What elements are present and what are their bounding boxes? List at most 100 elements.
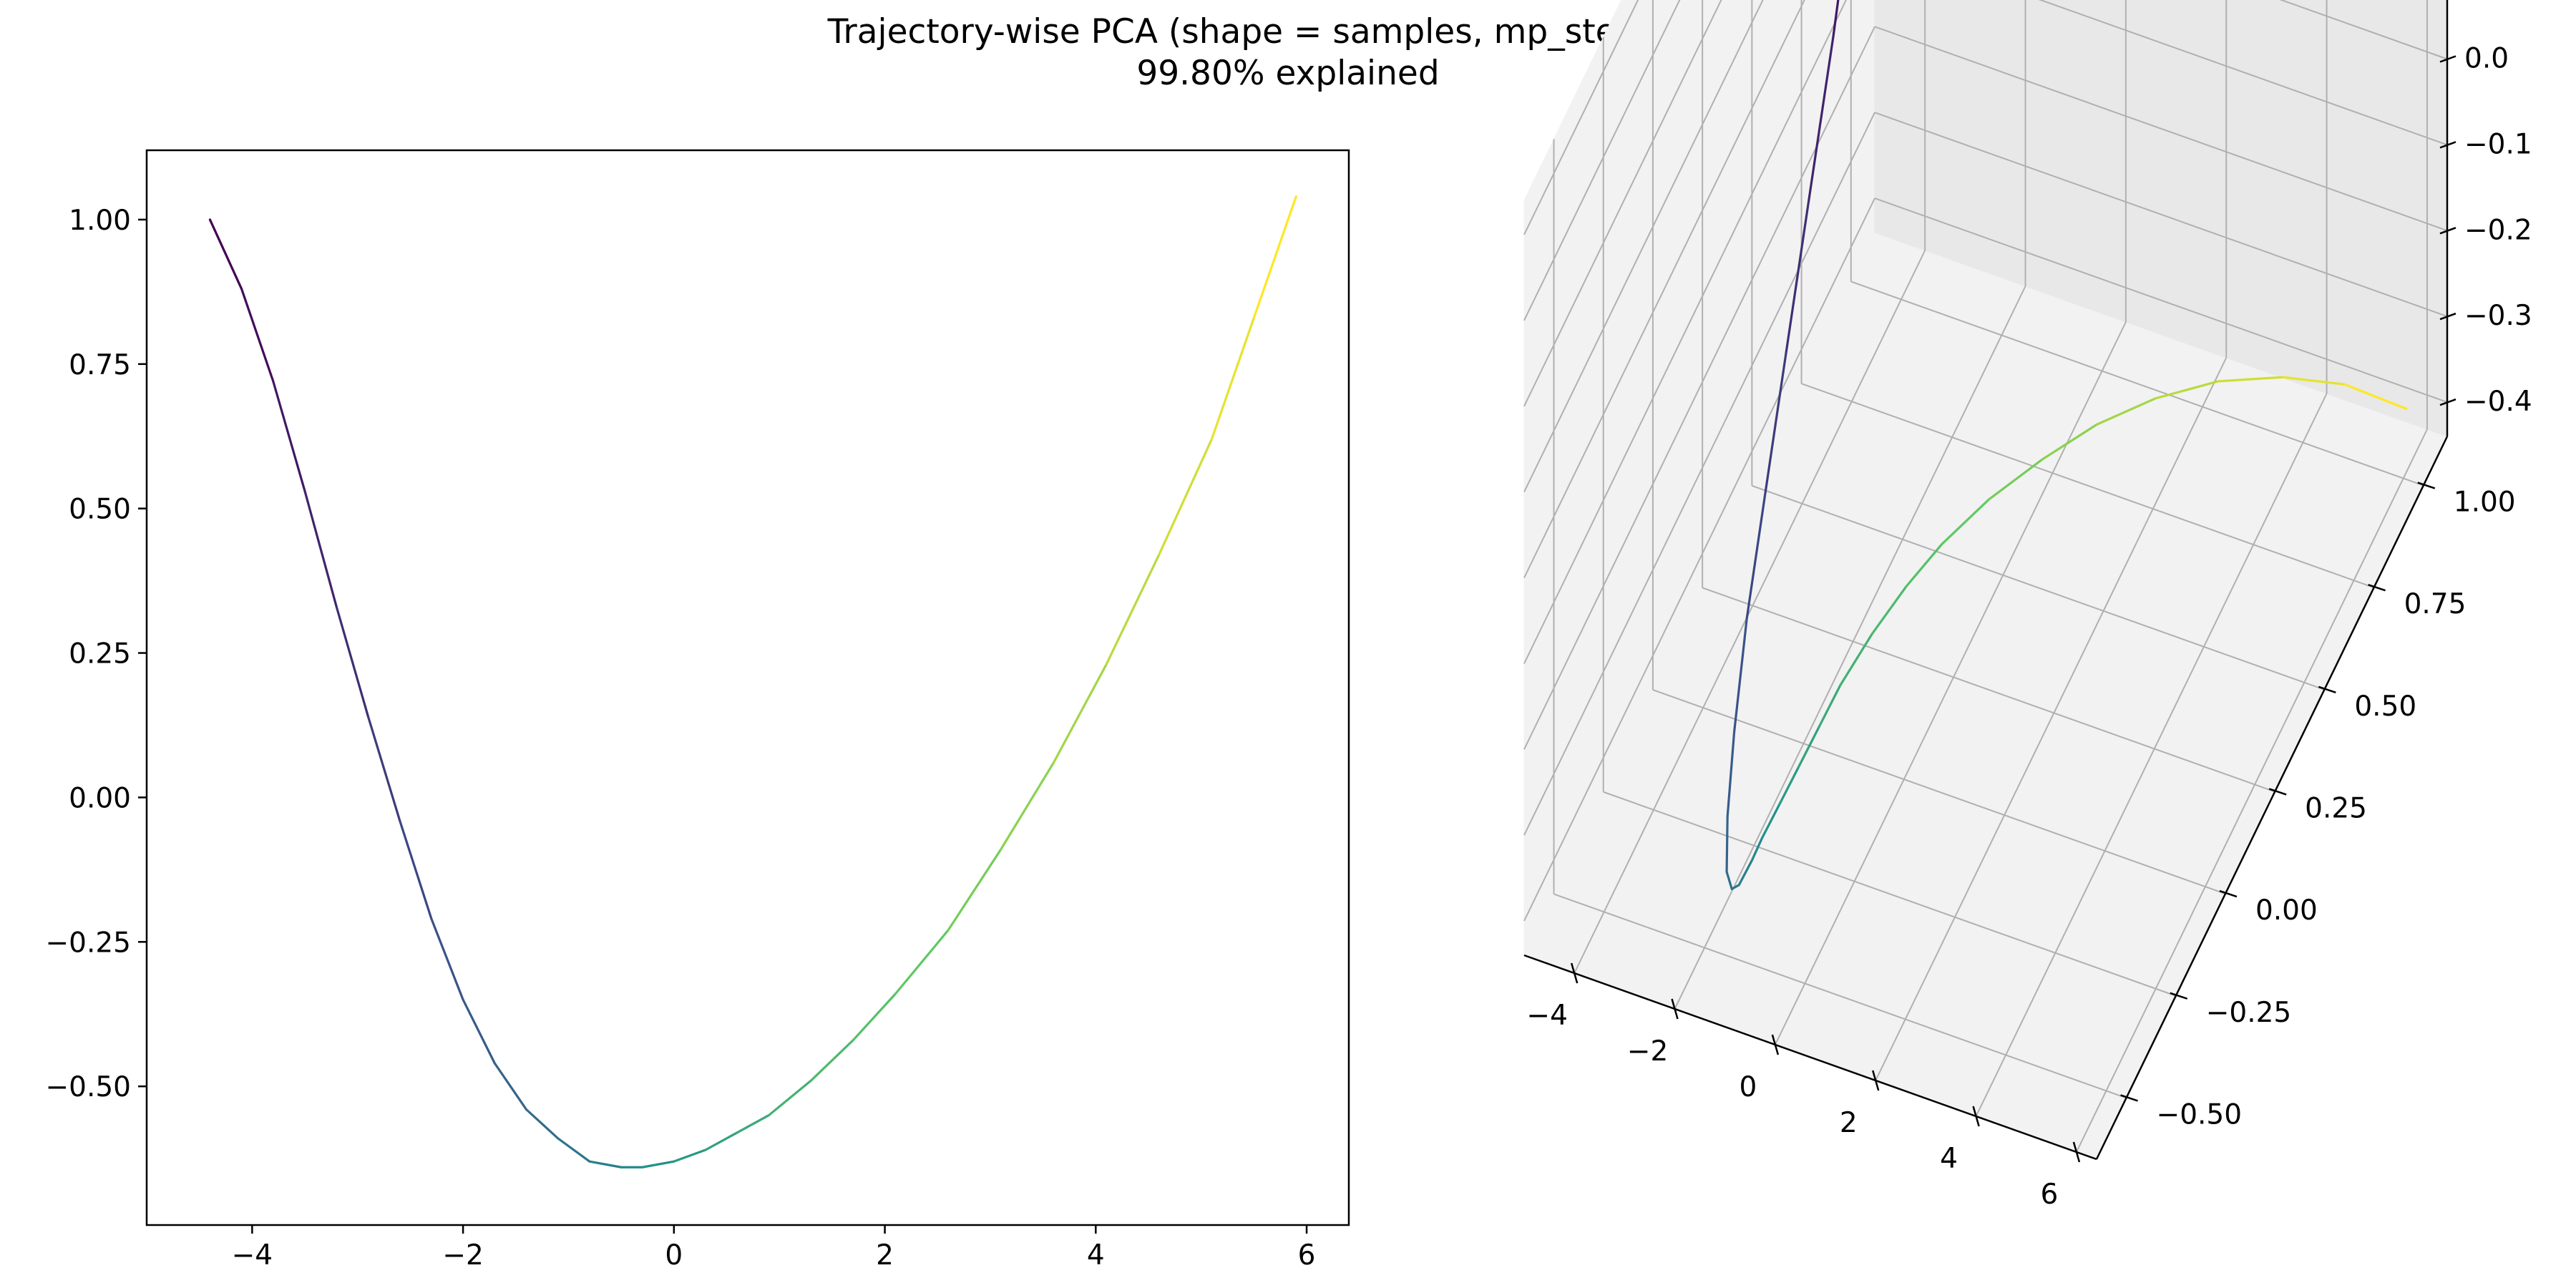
trajectory-segment-3d xyxy=(1764,351,1787,493)
trajectory-segment-3d xyxy=(2154,380,2220,400)
trajectory-segment-3d xyxy=(1777,766,1800,806)
grid-line-z xyxy=(2038,0,2448,146)
trajectory-segment-3d xyxy=(2095,397,2157,426)
trajectory-segment-2d xyxy=(767,1079,813,1117)
z-tick-3d xyxy=(2439,141,2457,149)
trajectory-segment-3d xyxy=(1745,490,1767,620)
trajectory-segment-2d xyxy=(947,848,1002,932)
grid-line-z xyxy=(1523,0,1848,664)
x-tick-label-2d: −4 xyxy=(232,1239,273,1272)
grid-line-x xyxy=(1875,357,2228,1081)
y-axis-3d xyxy=(2095,436,2449,1160)
trajectory-segment-3d xyxy=(2343,383,2408,410)
pane-back xyxy=(1874,0,2448,437)
trajectory-segment-2d xyxy=(1210,316,1255,441)
y-tick-3d xyxy=(2368,583,2386,592)
grid-line-z xyxy=(1874,197,2448,403)
x-tick-3d xyxy=(1872,1070,1880,1091)
trajectory-segment-2d xyxy=(1052,663,1108,764)
x-tick-label-2d: 6 xyxy=(1298,1239,1316,1272)
z-tick-label-3d: 0.0 xyxy=(2464,43,2509,75)
y-tick-label-2d: −0.50 xyxy=(45,1071,131,1103)
trajectory-segment-2d xyxy=(809,1038,854,1082)
trajectory-segment-2d xyxy=(557,1137,591,1163)
x-tick-label-3d: 0 xyxy=(1739,1071,1757,1103)
grid-line-z xyxy=(1523,0,1805,578)
y-tick-3d xyxy=(2219,889,2238,898)
grid-line-y xyxy=(1702,587,2275,793)
z-tick-label-3d: −0.4 xyxy=(2464,386,2532,418)
y-tick-3d xyxy=(2170,992,2188,1000)
y-tick-3d xyxy=(2268,788,2287,796)
y-tick-label-3d: −0.25 xyxy=(2206,997,2292,1029)
grid-line-z xyxy=(1523,0,1639,235)
x-tick-label-3d: −2 xyxy=(1627,1035,1669,1068)
pane-left xyxy=(1523,0,1875,956)
trajectory-segment-3d xyxy=(1988,458,2044,501)
trajectory-segment-2d xyxy=(525,1108,560,1140)
z-tick-label-3d: −0.3 xyxy=(2464,300,2532,332)
grid-line-y xyxy=(1652,689,2226,895)
trajectory-segment-3d xyxy=(1750,836,1764,862)
y-tick-label-2d: 0.25 xyxy=(69,638,131,670)
z-tick-3d xyxy=(2439,55,2457,63)
y-tick-label-2d: −0.25 xyxy=(45,927,131,959)
trajectory-segment-3d xyxy=(1797,725,1820,769)
trajectory-segment-2d xyxy=(462,998,496,1065)
grid-line-z xyxy=(2279,0,2448,60)
grid-line-y xyxy=(1850,280,2424,487)
trajectory-segment-3d xyxy=(1737,859,1754,887)
trajectory-segment-2d xyxy=(852,992,897,1042)
figure-title: Trajectory-wise PCA (shape = samples, mp… xyxy=(827,12,1749,52)
y-tick-label-3d: 0.25 xyxy=(2305,792,2367,824)
trajectory-segment-3d xyxy=(1725,870,1733,891)
y-tick-label-2d: 0.00 xyxy=(69,782,131,814)
x-tick-label-3d: −4 xyxy=(1526,1000,1568,1032)
x-tick-3d xyxy=(2072,1141,2081,1163)
trajectory-segment-2d xyxy=(208,218,243,291)
x-tick-3d xyxy=(1972,1106,1980,1127)
trajectory-segment-2d xyxy=(588,1160,623,1169)
trajectory-segment-2d xyxy=(736,1113,771,1134)
trajectory-segment-3d xyxy=(1905,542,1943,588)
trajectory-segment-3d xyxy=(1818,684,1842,728)
plot-frame-2d xyxy=(145,149,1350,1226)
trajectory-segment-3d xyxy=(1730,884,1740,891)
trajectory-segment-2d xyxy=(641,1160,675,1169)
grid-line-y xyxy=(1603,791,2177,997)
trajectory-segment-2d xyxy=(894,929,950,995)
trajectory-segment-2d xyxy=(704,1131,738,1151)
z-tick-3d xyxy=(2439,312,2457,321)
trajectory-segment-2d xyxy=(303,489,338,608)
grid-line-z xyxy=(1874,112,2448,318)
trajectory-segment-2d xyxy=(366,715,401,822)
trajectory-segment-3d xyxy=(1732,617,1748,733)
x-tick-label-3d: 6 xyxy=(2041,1179,2059,1211)
x-tick-label-2d: −2 xyxy=(442,1239,484,1272)
z-tick-label-3d: −0.1 xyxy=(2464,128,2532,160)
x-tick-3d xyxy=(1671,998,1679,1020)
grid-line-z xyxy=(1523,112,1875,836)
y-tick-3d xyxy=(2120,1094,2138,1102)
trajectory-segment-2d xyxy=(335,605,370,718)
y-tick-label-3d: 0.75 xyxy=(2404,588,2467,620)
trajectory-segment-2d xyxy=(430,917,464,1001)
x-tick-label-3d: 4 xyxy=(1940,1143,1958,1175)
x-tick-label-2d: 0 xyxy=(665,1239,683,1272)
y-tick-label-3d: 0.50 xyxy=(2354,691,2416,723)
y-tick-label-2d: 0.50 xyxy=(69,494,131,526)
y-tick-label-2d: 1.00 xyxy=(69,205,131,237)
grid-line-z xyxy=(1523,197,1875,922)
panel-2d: −4 −2 0 2 4 6 −0.50 −0.25 0.00 0.25 0.50 0.75 1.00 xyxy=(45,149,1350,1272)
trajectory-segment-2d xyxy=(272,380,306,493)
x-tick-label-2d: 4 xyxy=(1087,1239,1105,1272)
trajectory-segment-2d xyxy=(1000,761,1055,851)
trajectory-segment-3d xyxy=(1760,804,1781,839)
trajectory-segment-3d xyxy=(1832,0,1840,39)
figure-subtitle: 99.80% explained xyxy=(1136,54,1439,93)
y-tick-label-3d: 1.00 xyxy=(2454,486,2516,518)
trajectory-segment-2d xyxy=(240,288,275,383)
trajectory-segment-3d xyxy=(1785,200,1810,354)
trajectory-segment-2d xyxy=(1252,195,1297,319)
